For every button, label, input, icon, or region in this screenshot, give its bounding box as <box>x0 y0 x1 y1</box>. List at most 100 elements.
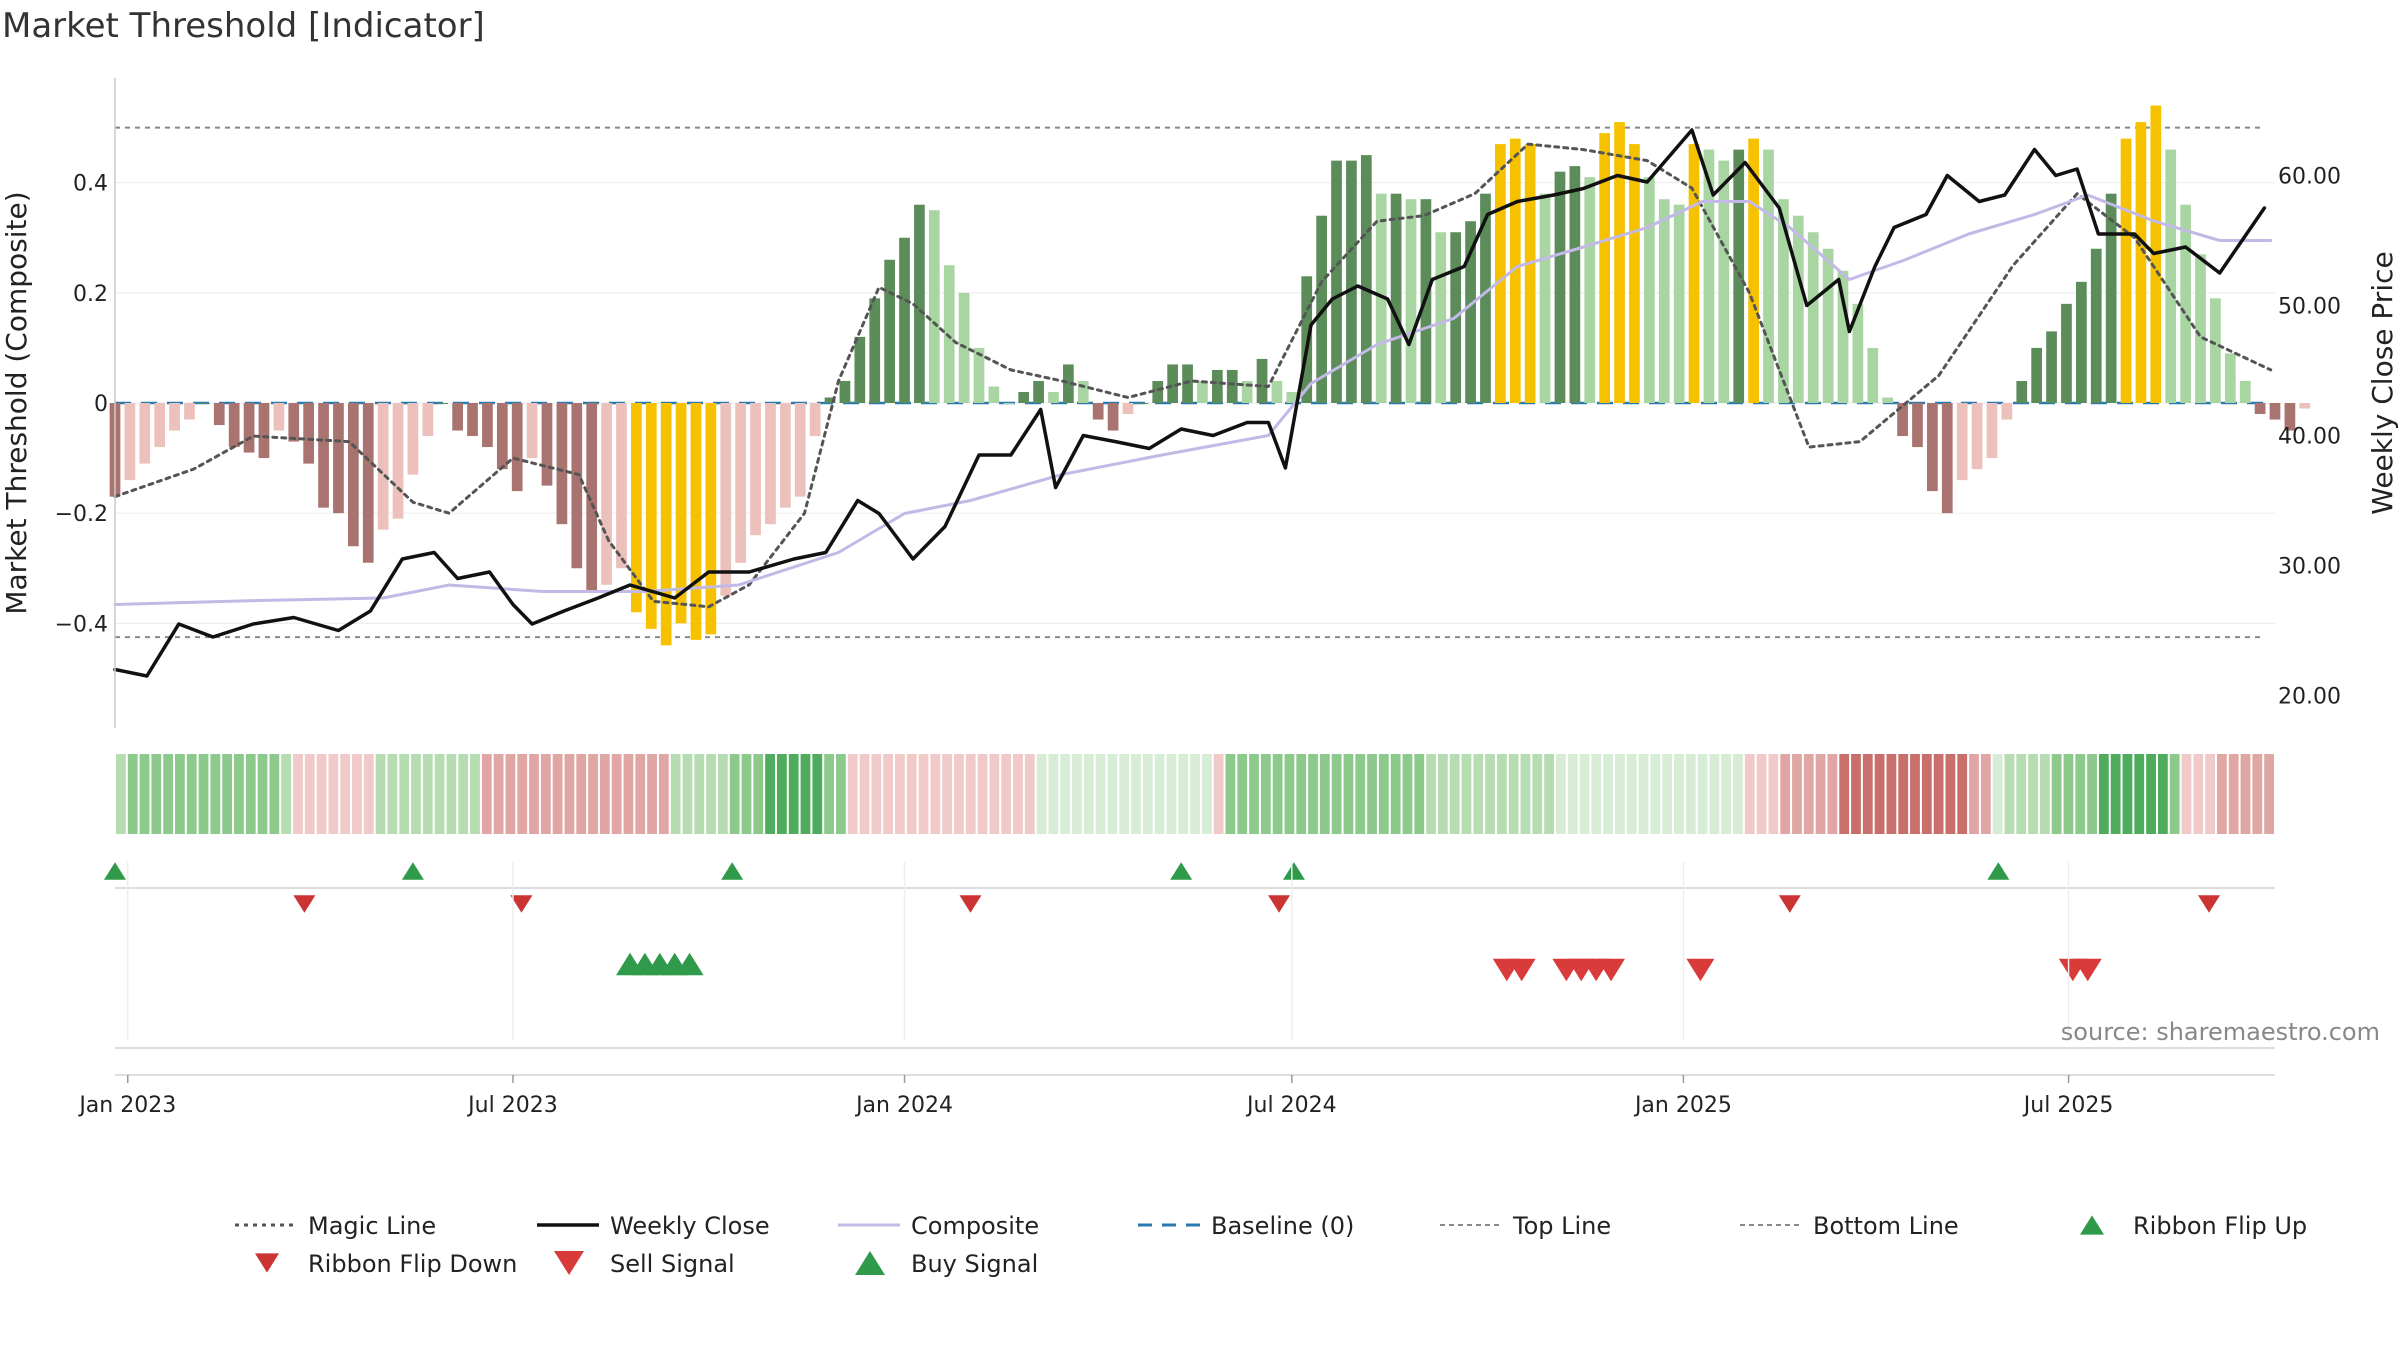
ribbon-cell <box>1662 754 1673 834</box>
sell-signal-marker <box>1597 958 1626 982</box>
ribbon-cell <box>1095 754 1106 834</box>
composite-bar <box>720 403 732 596</box>
composite-bar <box>2016 380 2028 403</box>
ribbon-cell <box>2122 754 2133 834</box>
x-tick-label: Jul 2025 <box>2022 1093 2114 1118</box>
ribbon-cell <box>1851 754 1861 834</box>
ribbon-cell <box>2146 754 2156 834</box>
ribbon-cell <box>328 754 339 834</box>
left-tick-label: −0.4 <box>55 612 108 637</box>
ribbon-cell <box>2228 754 2239 834</box>
sell-signal-marker <box>2073 958 2102 982</box>
right-axis-label: Weekly Close Price <box>2366 251 2399 514</box>
ribbon-cell <box>340 754 351 834</box>
composite-bar <box>705 403 717 635</box>
composite-bar <box>1971 403 1983 470</box>
ribbon-cell <box>269 754 280 834</box>
ribbon-cell <box>1520 754 1531 834</box>
composite-bar <box>1018 391 1030 403</box>
composite-bar <box>1569 166 1581 403</box>
ribbon-cell <box>1886 754 1897 834</box>
ribbon-cell <box>2004 754 2015 834</box>
ribbon-cell <box>1178 754 1189 834</box>
ribbon-cell <box>1933 754 1944 834</box>
left-tick-label: 0 <box>94 392 108 417</box>
composite-bar <box>2210 298 2221 403</box>
composite-bar <box>1927 403 1938 492</box>
ribbon-cell <box>2098 754 2109 834</box>
ribbon-cell <box>1815 754 1826 834</box>
composite-bar <box>1703 149 1715 403</box>
ribbon-cell <box>281 754 292 834</box>
ribbon-cell <box>682 754 693 834</box>
composite-bar <box>169 403 180 431</box>
ribbon-cell <box>481 754 492 834</box>
ribbon-flip-up-marker <box>1170 862 1193 880</box>
composite-bar <box>1390 193 1402 403</box>
ribbon-cell <box>1249 754 1259 834</box>
ribbon-cell <box>1284 754 1295 834</box>
ribbon-cell <box>1473 754 1484 834</box>
ribbon-cell <box>470 754 480 834</box>
composite-bar <box>213 403 225 426</box>
right-tick-label: 40.00 <box>2278 425 2341 450</box>
ribbon-cell <box>116 754 126 834</box>
ribbon-cell <box>1213 754 1224 834</box>
ribbon-cell <box>1001 754 1012 834</box>
x-tick-label: Jan 2023 <box>77 1093 176 1118</box>
composite-bar <box>2046 331 2057 403</box>
composite-bar <box>1629 144 1640 404</box>
composite-bar <box>779 403 791 508</box>
composite-bar <box>765 403 776 525</box>
composite-bar <box>809 403 821 437</box>
composite-bar <box>735 403 747 563</box>
composite-bar <box>2031 347 2043 403</box>
left-tick-label: 0.4 <box>73 172 108 197</box>
buy-signal-marker <box>675 952 704 976</box>
composite-bar <box>1524 144 1536 404</box>
composite-bar <box>854 336 866 403</box>
ribbon-cell <box>1980 754 1991 834</box>
ribbon-cell <box>1485 754 1495 834</box>
composite-bar <box>1673 204 1685 403</box>
ribbon-cell <box>304 754 315 834</box>
ribbon-cell <box>1390 754 1401 834</box>
legend-swatch <box>855 1251 885 1275</box>
ribbon-cell <box>2252 754 2263 834</box>
composite-bar <box>1152 380 1164 403</box>
composite-bar <box>1375 193 1387 403</box>
ribbon-cell <box>918 754 929 834</box>
composite-bar <box>1495 144 1506 404</box>
composite-bar <box>571 403 583 569</box>
composite-bar <box>1867 347 1879 403</box>
ribbon-cell <box>706 754 716 834</box>
composite-bar <box>660 403 672 646</box>
legend-label: Ribbon Flip Up <box>2133 1212 2307 1240</box>
ribbon-cell <box>1792 754 1802 834</box>
legend-label: Weekly Close <box>610 1212 770 1240</box>
composite-bar <box>467 403 478 437</box>
ribbon-cell <box>363 754 374 834</box>
series-lines <box>113 128 2273 678</box>
ribbon-cell <box>1910 754 1920 834</box>
ribbon-cell <box>1615 754 1625 834</box>
composite-bar <box>288 403 300 442</box>
ribbon-flip-down-marker <box>1778 895 1801 913</box>
legend-label: Bottom Line <box>1813 1212 1959 1240</box>
composite-bar <box>1480 193 1491 403</box>
composite-bar <box>1137 403 1149 404</box>
trend-ribbon <box>116 754 2274 834</box>
composite-bar <box>1241 380 1253 403</box>
ribbon-cell <box>753 754 764 834</box>
ribbon-cell <box>812 754 823 834</box>
composite-bar <box>1643 177 1655 403</box>
ribbon-cell <box>1862 754 1873 834</box>
x-tick-label: Jan 2025 <box>1633 1093 1732 1118</box>
legend-item: Weekly Close <box>537 1212 770 1240</box>
ribbon-cell <box>1626 754 1637 834</box>
legend-item: Ribbon Flip Down <box>255 1250 517 1278</box>
composite-bar <box>124 403 136 481</box>
ribbon-cell <box>2264 754 2274 834</box>
ribbon-cell <box>1414 754 1425 834</box>
